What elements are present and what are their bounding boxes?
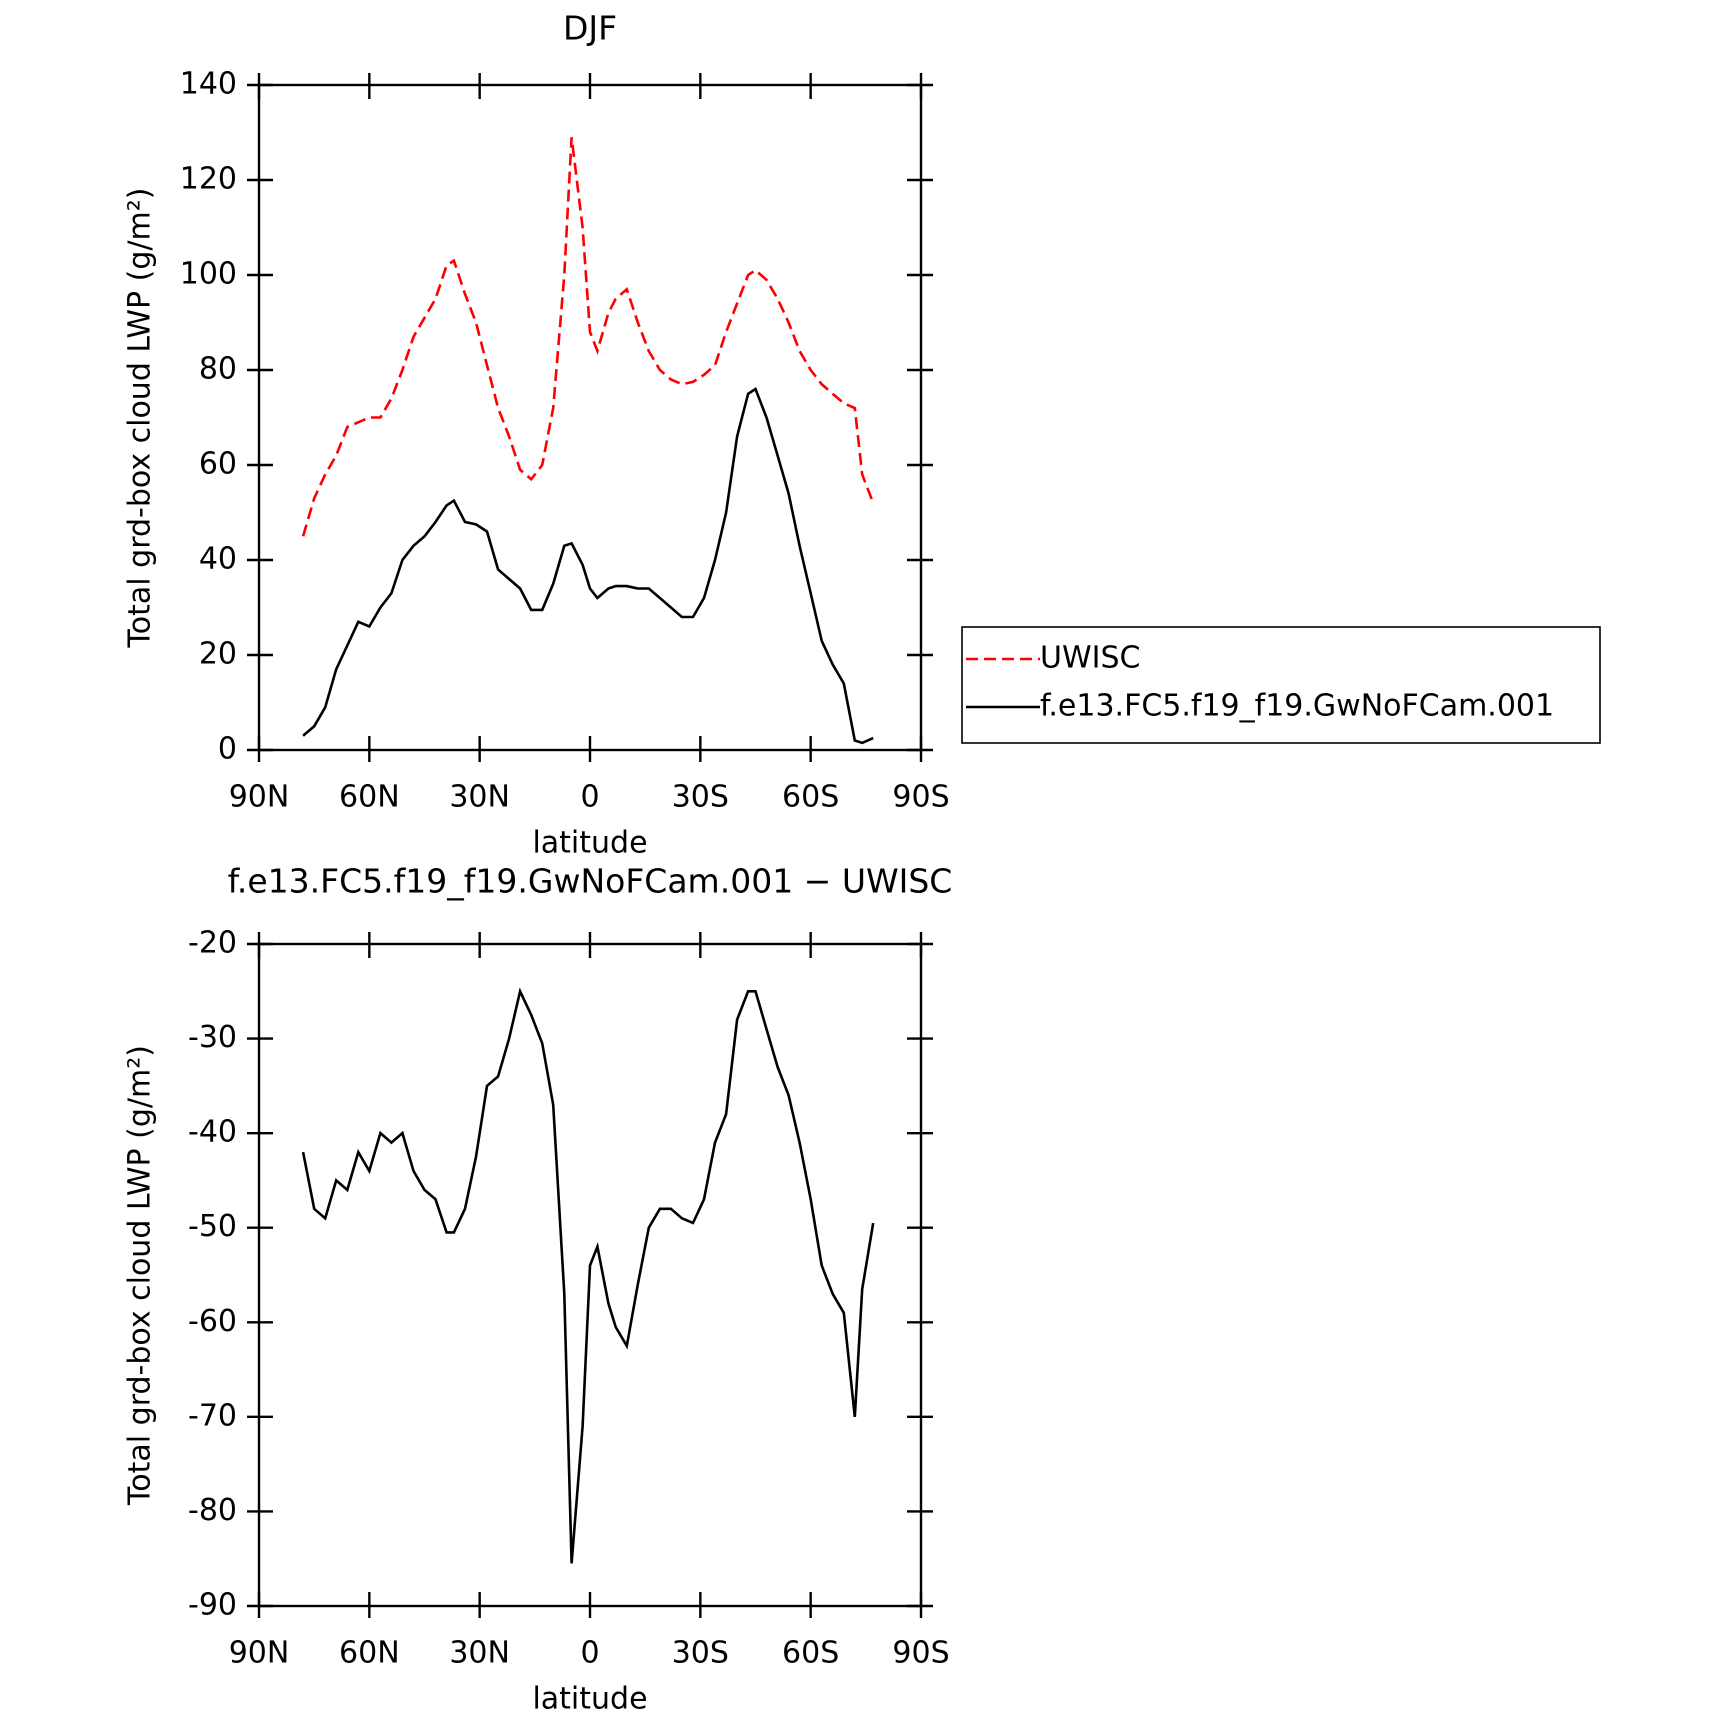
y-tick-label: -80 bbox=[188, 1493, 237, 1528]
y-tick-label: -20 bbox=[188, 926, 237, 961]
y-tick-label: -60 bbox=[188, 1304, 237, 1339]
x-tick-label: 0 bbox=[580, 1636, 599, 1671]
x-axis-label: latitude bbox=[532, 1682, 647, 1717]
y-axis-label: Total grd-box cloud LWP (g/m²) bbox=[123, 188, 158, 649]
x-tick-label: 30S bbox=[672, 1636, 729, 1671]
chart-title: f.e13.FC5.f19_f19.GwNoFCam.001 − UWISC bbox=[228, 862, 953, 901]
legend-label: UWISC bbox=[1040, 641, 1140, 676]
data-line bbox=[302, 387, 874, 745]
chart-title: DJF bbox=[563, 9, 617, 48]
y-tick-label: 80 bbox=[199, 352, 237, 387]
x-axis-label: latitude bbox=[532, 826, 647, 861]
x-tick-label: 60S bbox=[782, 780, 839, 815]
x-tick-label: 60S bbox=[782, 1636, 839, 1671]
y-tick-label: 60 bbox=[199, 447, 237, 482]
y-tick-label: -50 bbox=[188, 1209, 237, 1244]
x-tick-label: 30N bbox=[449, 780, 510, 815]
y-tick-label: -30 bbox=[188, 1020, 237, 1055]
y-tick-label: 20 bbox=[199, 637, 237, 672]
y-tick-label: 0 bbox=[218, 732, 237, 767]
y-tick-label: 140 bbox=[180, 67, 237, 102]
y-tick-label: 100 bbox=[180, 257, 237, 292]
x-tick-label: 60N bbox=[339, 1636, 400, 1671]
y-tick-label: -70 bbox=[188, 1398, 237, 1433]
y-axis-label: Total grd-box cloud LWP (g/m²) bbox=[123, 1045, 158, 1506]
y-tick-label: -40 bbox=[188, 1115, 237, 1150]
y-tick-label: 120 bbox=[180, 162, 237, 197]
legend-label: f.e13.FC5.f19_f19.GwNoFCam.001 bbox=[1040, 689, 1554, 724]
y-tick-label: -90 bbox=[188, 1588, 237, 1623]
plot-frame bbox=[257, 83, 923, 752]
x-tick-label: 30N bbox=[449, 1636, 510, 1671]
y-tick-label: 40 bbox=[199, 542, 237, 577]
x-tick-label: 90N bbox=[229, 1636, 290, 1671]
x-tick-label: 0 bbox=[580, 780, 599, 815]
x-tick-label: 60N bbox=[339, 780, 400, 815]
data-line bbox=[301, 137, 875, 537]
x-tick-label: 30S bbox=[672, 780, 729, 815]
x-tick-label: 90S bbox=[892, 780, 949, 815]
data-line bbox=[301, 987, 875, 1564]
x-tick-label: 90S bbox=[892, 1636, 949, 1671]
x-tick-label: 90N bbox=[229, 780, 290, 815]
legend-box bbox=[961, 626, 1601, 744]
